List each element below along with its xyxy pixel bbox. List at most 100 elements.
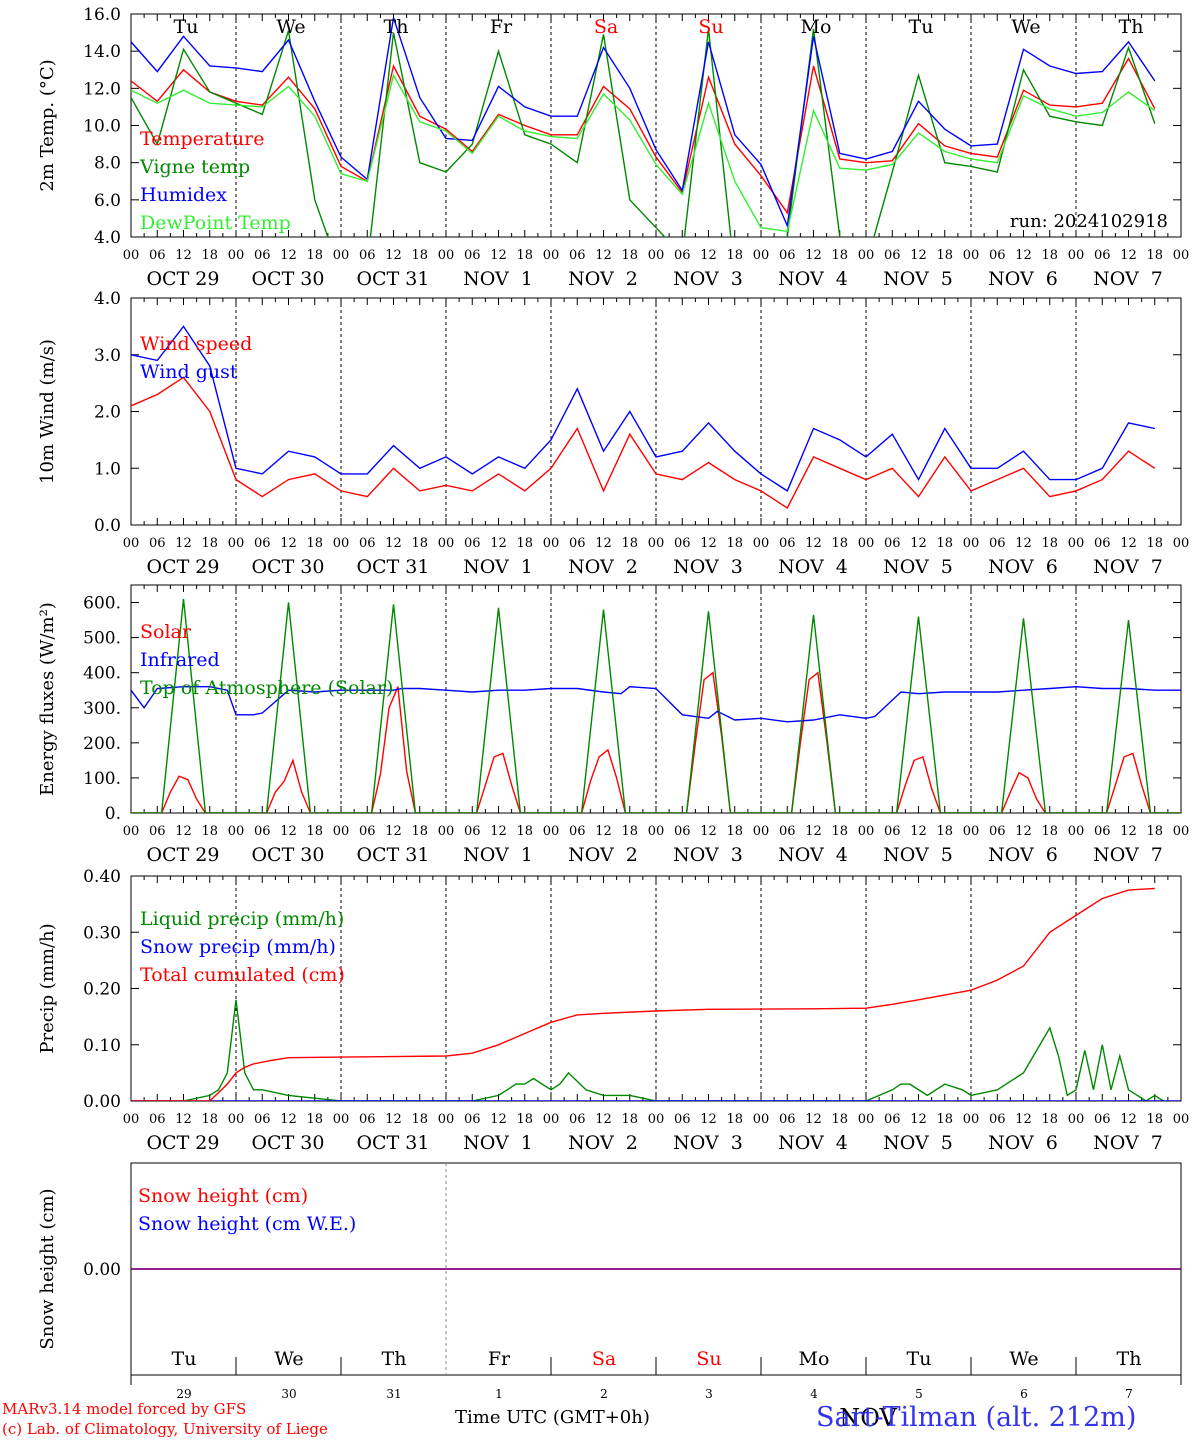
- y-tick-label: 500.: [83, 629, 121, 649]
- hour-tick-label: 12: [490, 248, 507, 263]
- series-line-green: [131, 598, 1181, 813]
- hour-tick-label: 18: [516, 248, 533, 263]
- hour-tick-label: 06: [884, 536, 901, 551]
- series-line-red: [131, 57, 1156, 215]
- hour-tick-label: 06: [1094, 248, 1111, 263]
- hour-tick-label: 18: [411, 248, 428, 263]
- hour-tick-label: 12: [1120, 824, 1137, 839]
- weekday-label: Fr: [488, 1348, 511, 1370]
- weekday-label: Th: [384, 16, 409, 38]
- legend-entry: DewPoint Temp: [140, 212, 291, 234]
- weekday-label: Su: [696, 1348, 721, 1370]
- date-label: NOV 3: [673, 268, 743, 290]
- hour-tick-label: 00: [438, 248, 455, 263]
- hour-tick-label: 00: [543, 1112, 560, 1127]
- series-line-green: [131, 28, 1156, 237]
- weekday-label: Th: [382, 1348, 407, 1370]
- y-tick-label: 0.00: [83, 1260, 121, 1280]
- hour-tick-label: 18: [201, 248, 218, 263]
- hour-tick-label: 12: [805, 824, 822, 839]
- date-label: NOV 6: [988, 844, 1058, 866]
- date-label: OCT 29: [146, 556, 219, 578]
- hour-tick-label: 18: [621, 536, 638, 551]
- y-tick-label: 0.0: [94, 516, 121, 536]
- day-number: 31: [386, 1387, 401, 1401]
- plot-frame: [130, 13, 1182, 238]
- date-label: OCT 30: [251, 844, 324, 866]
- date-label: OCT 30: [251, 1132, 324, 1154]
- hour-tick-label: 06: [149, 824, 166, 839]
- hour-tick-label: 00: [123, 1112, 140, 1127]
- hour-tick-label: 12: [700, 824, 717, 839]
- hour-tick-label: 00: [333, 824, 350, 839]
- series-line-blue: [131, 17, 1156, 229]
- weekday-label: Tu: [174, 16, 199, 38]
- hour-tick-label: 00: [648, 824, 665, 839]
- hour-tick-label: 06: [359, 536, 376, 551]
- day-number: 2: [600, 1387, 608, 1401]
- y-tick-label: 3.0: [94, 346, 121, 366]
- weekday-label: Tu: [909, 16, 934, 38]
- series-line-red: [131, 671, 1181, 813]
- hour-tick-label: 00: [648, 536, 665, 551]
- y-tick-label: 100.: [83, 769, 121, 789]
- weekday-label: Mo: [799, 1348, 830, 1370]
- date-label: NOV 2: [568, 556, 638, 578]
- hour-tick-label: 12: [595, 248, 612, 263]
- hour-tick-label: 00: [648, 248, 665, 263]
- hour-tick-label: 12: [910, 824, 927, 839]
- hour-tick-label: 00: [438, 824, 455, 839]
- y-tick-label: 4.0: [94, 289, 121, 309]
- hour-tick-label: 06: [884, 248, 901, 263]
- series-line-blue: [131, 325, 1155, 492]
- hour-tick-label: 06: [674, 248, 691, 263]
- hour-tick-label: 18: [1146, 1112, 1163, 1127]
- hour-tick-label: 12: [1015, 824, 1032, 839]
- hour-tick-label: 06: [989, 824, 1006, 839]
- hour-tick-label: 06: [464, 1112, 481, 1127]
- date-label: NOV 2: [568, 268, 638, 290]
- hour-tick-label: 00: [963, 824, 980, 839]
- hour-tick-label: 06: [1094, 824, 1111, 839]
- hour-tick-label: 06: [254, 1112, 271, 1127]
- date-label: OCT 30: [251, 556, 324, 578]
- hour-tick-label: 18: [306, 248, 323, 263]
- hour-tick-label: 06: [359, 1112, 376, 1127]
- date-label: NOV 5: [883, 556, 953, 578]
- date-label: NOV 6: [988, 1132, 1058, 1154]
- date-label: NOV 2: [568, 844, 638, 866]
- hour-tick-label: 06: [569, 536, 586, 551]
- day-number: 6: [1020, 1387, 1028, 1401]
- hour-tick-label: 12: [910, 536, 927, 551]
- hour-tick-label: 00: [228, 248, 245, 263]
- series-line-lightgreen: [131, 73, 1156, 233]
- date-label: OCT 31: [356, 268, 429, 290]
- day-number: 3: [705, 1387, 713, 1401]
- hour-tick-label: 06: [254, 536, 271, 551]
- weekday-label: We: [274, 1348, 303, 1370]
- hour-tick-label: 00: [753, 248, 770, 263]
- hour-tick-label: 00: [1173, 248, 1190, 263]
- hour-tick-label: 18: [516, 536, 533, 551]
- hour-tick-label: 12: [1015, 536, 1032, 551]
- hour-tick-label: 12: [700, 536, 717, 551]
- hour-tick-label: 12: [175, 248, 192, 263]
- y-axis-label: 2m Temp. (°C): [37, 59, 58, 191]
- y-tick-label: 0.10: [83, 1036, 121, 1056]
- date-label: NOV 7: [1093, 844, 1163, 866]
- legend-entry: Snow height (cm W.E.): [138, 1213, 356, 1235]
- hour-tick-label: 18: [306, 824, 323, 839]
- date-label: NOV 6: [988, 556, 1058, 578]
- legend-entry: Snow precip (mm/h): [140, 936, 336, 958]
- hour-tick-label: 00: [1173, 536, 1190, 551]
- date-label: NOV 4: [778, 844, 848, 866]
- date-label: NOV 1: [463, 556, 533, 578]
- date-label: OCT 30: [251, 268, 324, 290]
- y-tick-label: 14.0: [83, 42, 121, 62]
- hour-tick-label: 12: [910, 1112, 927, 1127]
- date-label: OCT 31: [356, 1132, 429, 1154]
- hour-tick-label: 12: [1120, 248, 1137, 263]
- hour-tick-label: 00: [228, 536, 245, 551]
- hour-tick-label: 00: [753, 536, 770, 551]
- y-tick-label: 300.: [83, 699, 121, 719]
